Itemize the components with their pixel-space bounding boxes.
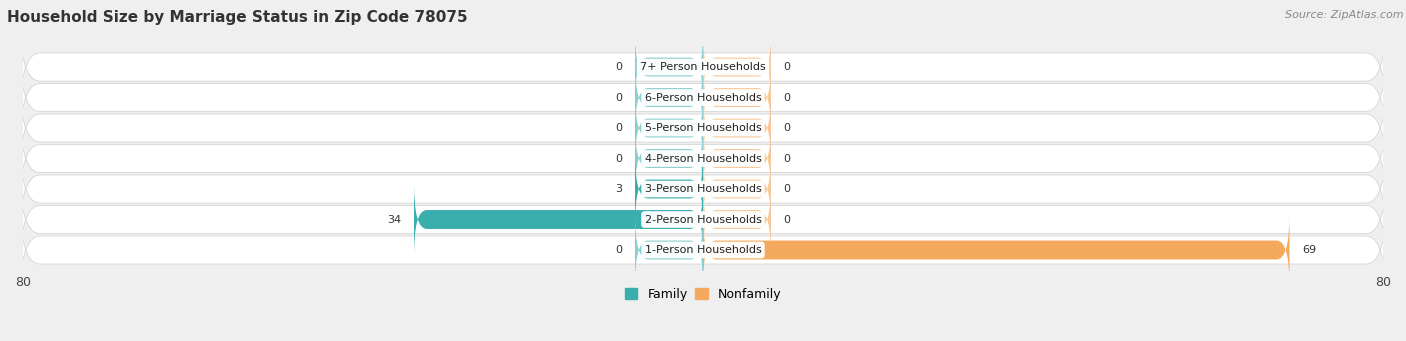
Text: 69: 69 [1302,245,1316,255]
Text: 0: 0 [783,184,790,194]
Text: 4-Person Households: 4-Person Households [644,153,762,164]
FancyBboxPatch shape [703,183,770,256]
FancyBboxPatch shape [636,122,703,195]
Text: 2-Person Households: 2-Person Households [644,214,762,224]
FancyBboxPatch shape [703,31,770,103]
FancyBboxPatch shape [703,214,1289,286]
Text: 0: 0 [783,214,790,224]
FancyBboxPatch shape [18,5,1388,129]
FancyBboxPatch shape [636,61,703,134]
FancyBboxPatch shape [413,183,703,256]
Text: 0: 0 [783,123,790,133]
FancyBboxPatch shape [703,122,770,195]
FancyBboxPatch shape [636,31,703,103]
Text: 1-Person Households: 1-Person Households [644,245,762,255]
Text: 7+ Person Households: 7+ Person Households [640,62,766,72]
Text: 0: 0 [616,153,623,164]
Text: 3: 3 [616,184,623,194]
FancyBboxPatch shape [636,153,703,225]
Text: 3-Person Households: 3-Person Households [644,184,762,194]
FancyBboxPatch shape [18,188,1388,312]
FancyBboxPatch shape [636,92,703,164]
Text: Source: ZipAtlas.com: Source: ZipAtlas.com [1285,10,1403,20]
Text: 0: 0 [616,62,623,72]
FancyBboxPatch shape [18,157,1388,282]
Text: 0: 0 [783,62,790,72]
Text: 0: 0 [616,92,623,103]
Text: 0: 0 [783,153,790,164]
Text: 6-Person Households: 6-Person Households [644,92,762,103]
Text: 0: 0 [616,123,623,133]
Text: Household Size by Marriage Status in Zip Code 78075: Household Size by Marriage Status in Zip… [7,10,468,25]
FancyBboxPatch shape [18,66,1388,190]
FancyBboxPatch shape [18,35,1388,160]
FancyBboxPatch shape [636,214,703,286]
Text: 34: 34 [387,214,401,224]
FancyBboxPatch shape [703,92,770,164]
Text: 0: 0 [616,245,623,255]
FancyBboxPatch shape [18,127,1388,251]
Legend: Family, Nonfamily: Family, Nonfamily [620,283,786,306]
FancyBboxPatch shape [18,96,1388,221]
FancyBboxPatch shape [703,61,770,134]
FancyBboxPatch shape [703,153,770,225]
Text: 0: 0 [783,92,790,103]
Text: 5-Person Households: 5-Person Households [644,123,762,133]
